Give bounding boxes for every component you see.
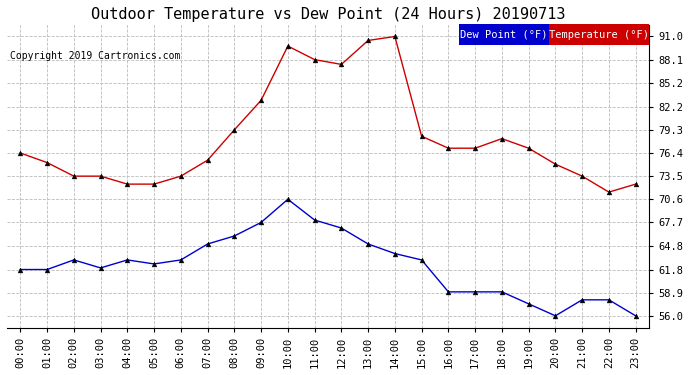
Title: Outdoor Temperature vs Dew Point (24 Hours) 20190713: Outdoor Temperature vs Dew Point (24 Hou… [91, 7, 565, 22]
Text: Copyright 2019 Cartronics.com: Copyright 2019 Cartronics.com [10, 51, 181, 61]
Text: Dew Point (°F): Dew Point (°F) [460, 30, 548, 40]
Text: Temperature (°F): Temperature (°F) [549, 30, 649, 40]
